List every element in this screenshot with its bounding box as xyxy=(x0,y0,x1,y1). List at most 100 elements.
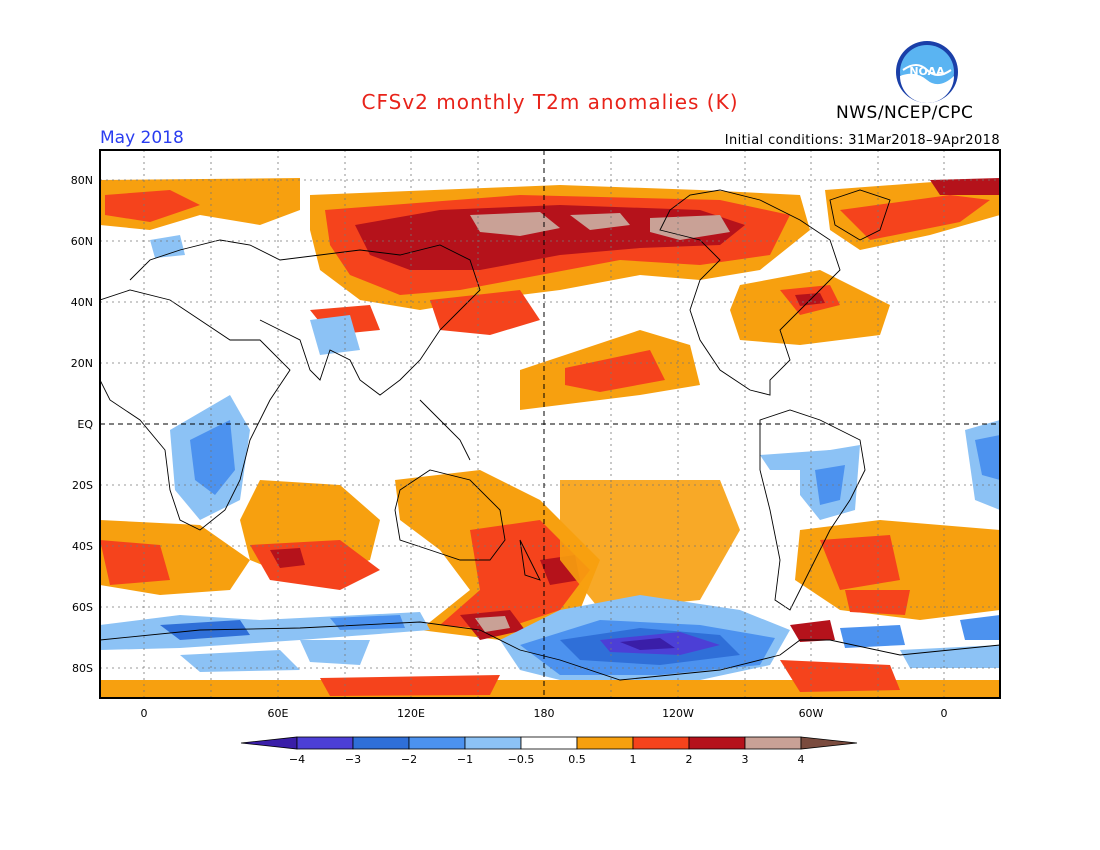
warm-region xyxy=(795,293,825,306)
colorbar-tick-label: −0.5 xyxy=(508,753,535,766)
agency-label: NWS/NCEP/CPC xyxy=(836,103,974,123)
warm-region xyxy=(825,180,1000,250)
warm-region xyxy=(520,330,700,410)
logo-text: NOAA xyxy=(909,65,945,78)
warm-region xyxy=(440,520,590,630)
lon-label: 0 xyxy=(941,707,948,720)
warm-region xyxy=(310,305,380,335)
lon-axis: 0 60E 120E 180 120W 60W 0 xyxy=(141,707,948,720)
lat-label: 60N xyxy=(71,235,93,248)
warm-region xyxy=(840,195,990,240)
warm-region xyxy=(930,178,1000,195)
colorbar-arrow-low xyxy=(240,736,298,750)
lat-label: 80S xyxy=(72,662,93,675)
cool-region xyxy=(310,315,360,355)
lat-label: 20S xyxy=(72,479,93,492)
colorbar-tick-label: −1 xyxy=(457,753,473,766)
cool-region xyxy=(160,620,250,640)
cool-region xyxy=(500,595,790,690)
cool-region xyxy=(330,615,405,630)
colorbar-swatch xyxy=(352,736,410,750)
warm-region xyxy=(270,548,305,568)
warm-region xyxy=(100,540,170,585)
colorbar-swatch xyxy=(632,736,690,750)
cool-region xyxy=(150,235,185,258)
cool-region xyxy=(800,445,860,520)
colorbar xyxy=(240,736,858,750)
colorbar-tick-label: 1 xyxy=(630,753,637,766)
colorbar-swatch xyxy=(296,736,354,750)
warm-region xyxy=(790,620,835,642)
lat-label: 40S xyxy=(72,540,93,553)
warm-region xyxy=(845,590,910,615)
cool-region xyxy=(840,625,905,648)
warm-region xyxy=(460,610,525,640)
cool-region xyxy=(975,435,1000,480)
lat-label: 60S xyxy=(72,601,93,614)
noaa-logo-icon: NOAA xyxy=(896,41,958,103)
colorbar-tick-label: 2 xyxy=(686,753,693,766)
cool-region xyxy=(520,620,775,675)
warm-region xyxy=(395,470,600,640)
warm-region xyxy=(650,215,730,240)
colorbar-swatch xyxy=(520,736,578,750)
colorbar-swatch xyxy=(408,736,466,750)
warm-region xyxy=(100,680,1000,698)
cool-region xyxy=(190,420,235,495)
cool-region xyxy=(900,645,1000,668)
warm-region xyxy=(795,520,1000,620)
colorbar-labels: −4 −3 −2 −1 −0.5 0.5 1 2 3 4 xyxy=(289,753,805,766)
initial-conditions-label: Initial conditions: 31Mar2018–9Apr2018 xyxy=(724,133,1000,148)
colorbar-arrow-high xyxy=(800,736,858,750)
lon-label: 180 xyxy=(534,707,555,720)
colorbar-tick-label: 3 xyxy=(742,753,749,766)
lat-axis: 80N 60N 40N 20N EQ 20S 40S 60S 80S xyxy=(71,174,94,675)
cool-region xyxy=(100,612,430,650)
lon-label: 60E xyxy=(268,707,289,720)
map-frame xyxy=(99,149,1001,699)
cool-region xyxy=(560,628,740,665)
warm-region xyxy=(325,195,790,295)
warm-region xyxy=(240,480,380,580)
colorbar-swatch xyxy=(744,736,802,750)
colorbar-swatch xyxy=(576,736,634,750)
warm-region xyxy=(475,616,510,632)
colorbar-swatch xyxy=(688,736,746,750)
colorbar-tick-label: 4 xyxy=(798,753,805,766)
warm-region xyxy=(250,540,380,590)
warm-region xyxy=(470,212,560,236)
lat-label: 20N xyxy=(71,357,93,370)
gridlines xyxy=(100,150,1000,698)
warm-region xyxy=(100,520,250,595)
coastlines xyxy=(100,189,1000,681)
warm-region xyxy=(560,480,740,610)
lon-label: 120W xyxy=(662,707,694,720)
cool-region xyxy=(300,640,370,665)
lat-label: EQ xyxy=(77,418,93,431)
colorbar-tick-label: −4 xyxy=(289,753,305,766)
warm-region xyxy=(565,350,665,392)
warm-region xyxy=(570,213,630,230)
chart-title: CFSv2 monthly T2m anomalies (K) xyxy=(361,90,739,114)
cool-region xyxy=(620,638,675,650)
colorbar-tick-label: −3 xyxy=(345,753,361,766)
warm-region xyxy=(730,270,890,345)
cool-region xyxy=(600,632,720,655)
warm-region xyxy=(540,555,580,585)
lat-label: 40N xyxy=(71,296,93,309)
warm-region xyxy=(320,675,500,696)
lon-label: 0 xyxy=(141,707,148,720)
cool-region xyxy=(180,650,300,672)
warm-region xyxy=(105,190,200,222)
anomaly-field xyxy=(100,178,1000,698)
warm-region xyxy=(355,205,745,270)
warm-region xyxy=(310,185,810,310)
cool-region xyxy=(170,395,250,520)
colorbar-tick-label: −2 xyxy=(401,753,417,766)
lon-label: 120E xyxy=(397,707,425,720)
warm-region xyxy=(430,290,540,335)
colorbar-swatch xyxy=(464,736,522,750)
cool-region xyxy=(965,420,1000,510)
lon-label: 60W xyxy=(799,707,824,720)
forecast-period: May 2018 xyxy=(100,128,184,148)
